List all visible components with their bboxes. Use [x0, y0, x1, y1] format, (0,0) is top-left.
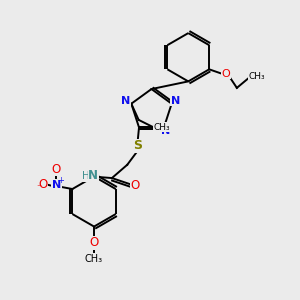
Text: CH₃: CH₃: [85, 254, 103, 264]
Text: N: N: [52, 180, 61, 190]
Text: H: H: [82, 171, 90, 181]
Text: O: O: [222, 69, 230, 79]
Text: O: O: [38, 178, 48, 191]
Text: +: +: [57, 176, 64, 185]
Text: S: S: [133, 139, 142, 152]
Text: N: N: [161, 126, 170, 136]
Text: ⁻: ⁻: [37, 183, 42, 193]
Text: O: O: [52, 163, 61, 176]
Text: CH₃: CH₃: [153, 123, 170, 132]
Text: N: N: [122, 96, 130, 106]
Text: O: O: [89, 236, 99, 249]
Text: N: N: [88, 169, 98, 182]
Text: N: N: [170, 96, 180, 106]
Text: O: O: [131, 179, 140, 193]
Text: CH₃: CH₃: [249, 72, 266, 81]
